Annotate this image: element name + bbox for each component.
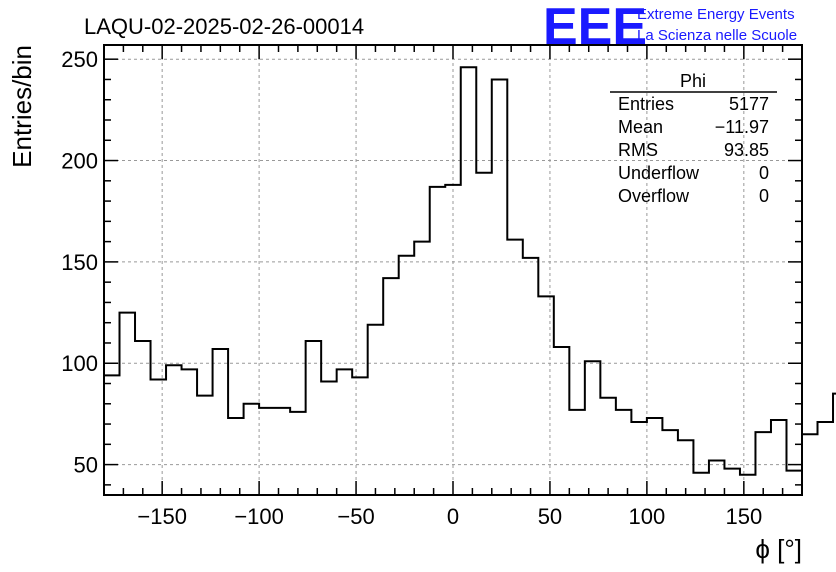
x-tick-label: 150 bbox=[725, 504, 762, 529]
histogram-bin bbox=[786, 471, 802, 495]
x-tick-label: 100 bbox=[629, 504, 666, 529]
histogram-bin bbox=[166, 365, 182, 495]
histogram-bin bbox=[600, 398, 616, 495]
logo-text: EEE bbox=[543, 0, 647, 56]
histogram-bin bbox=[321, 381, 337, 495]
histogram-bin bbox=[818, 422, 834, 495]
histogram-bin bbox=[662, 430, 678, 495]
stats-value: 93.85 bbox=[724, 140, 769, 160]
histogram-bin bbox=[182, 369, 198, 495]
stats-value: 0 bbox=[759, 186, 769, 206]
histogram-bin bbox=[492, 79, 508, 495]
histogram-bin bbox=[507, 240, 523, 495]
logo-line-2: La Scienza nelle Scuole bbox=[637, 27, 797, 44]
histogram-bin bbox=[554, 347, 570, 495]
histogram-bin bbox=[724, 469, 740, 495]
histogram-bin bbox=[461, 67, 477, 495]
histogram-bin bbox=[104, 375, 120, 495]
histogram-bin bbox=[631, 422, 647, 495]
y-tick-label: 250 bbox=[61, 47, 98, 72]
histogram-bin bbox=[244, 404, 260, 495]
histogram-bin bbox=[678, 440, 694, 495]
histogram-bin bbox=[306, 341, 322, 495]
x-tick-label: −100 bbox=[234, 504, 284, 529]
stats-value: 0 bbox=[759, 163, 769, 183]
histogram-bin bbox=[538, 296, 554, 495]
histogram-bin bbox=[135, 341, 151, 495]
logo-line-1: Extreme Energy Events bbox=[637, 6, 795, 23]
eee-logo: EEE Extreme Energy Events La Scienza nel… bbox=[543, 0, 797, 56]
histogram-bin bbox=[197, 396, 213, 495]
stats-label: Overflow bbox=[618, 186, 690, 206]
y-axis-title: Entries/bin bbox=[7, 45, 37, 168]
histogram-outline bbox=[104, 66, 836, 476]
histogram-bin bbox=[476, 173, 492, 495]
stats-value: −11.97 bbox=[715, 117, 769, 137]
x-tick-label: 0 bbox=[447, 504, 459, 529]
histogram-bin bbox=[740, 475, 756, 495]
histogram-bin bbox=[337, 369, 353, 495]
histogram-bin bbox=[709, 461, 725, 495]
histogram-bin bbox=[228, 418, 244, 495]
histogram-bin bbox=[445, 185, 461, 495]
stats-value: 5177 bbox=[729, 94, 769, 114]
y-tick-label: 200 bbox=[61, 149, 98, 174]
histogram-bin bbox=[120, 313, 136, 495]
stats-label: Mean bbox=[618, 117, 663, 137]
axes: −150 −100 −50 0 50 100 150 50 100 150 200 250 bbox=[61, 44, 803, 529]
x-tick-label: 50 bbox=[538, 504, 562, 529]
chart-title: LAQU-02-2025-02-26-00014 bbox=[84, 14, 364, 39]
stats-title: Phi bbox=[680, 71, 706, 91]
stats-label: Entries bbox=[618, 94, 674, 114]
histogram-bin bbox=[383, 278, 399, 495]
histogram-bin bbox=[693, 473, 709, 495]
histogram-bin bbox=[616, 410, 632, 495]
histogram-bin bbox=[523, 258, 539, 495]
y-tick-label: 100 bbox=[61, 351, 98, 376]
histogram-bin bbox=[414, 242, 430, 495]
stats-box: Phi Entries 5177 Mean −11.97 RMS 93.85 U… bbox=[610, 71, 777, 206]
histogram-bin bbox=[802, 434, 818, 495]
histogram-bin bbox=[569, 410, 585, 495]
histogram-bin bbox=[151, 379, 167, 495]
y-tick-label: 50 bbox=[74, 453, 98, 478]
histogram-bin bbox=[352, 377, 368, 495]
histogram-bin bbox=[213, 349, 229, 495]
stats-label: Underflow bbox=[618, 163, 700, 183]
grid bbox=[104, 45, 802, 495]
x-tick-label: −50 bbox=[337, 504, 374, 529]
histogram-bin bbox=[585, 361, 601, 495]
stats-label: RMS bbox=[618, 140, 658, 160]
histogram-bin bbox=[290, 412, 306, 495]
histogram bbox=[104, 66, 836, 495]
x-axis-title: ϕ [°] bbox=[755, 534, 802, 564]
histogram-bin bbox=[259, 408, 275, 495]
x-tick-label: −150 bbox=[137, 504, 187, 529]
histogram-bin bbox=[430, 187, 446, 495]
histogram-bin bbox=[771, 420, 787, 495]
histogram-bin bbox=[368, 325, 384, 495]
histogram-bin bbox=[275, 408, 291, 495]
y-tick-label: 150 bbox=[61, 250, 98, 275]
histogram-bin bbox=[399, 256, 415, 495]
histogram-bin bbox=[647, 418, 663, 495]
histogram-bin bbox=[755, 432, 771, 495]
